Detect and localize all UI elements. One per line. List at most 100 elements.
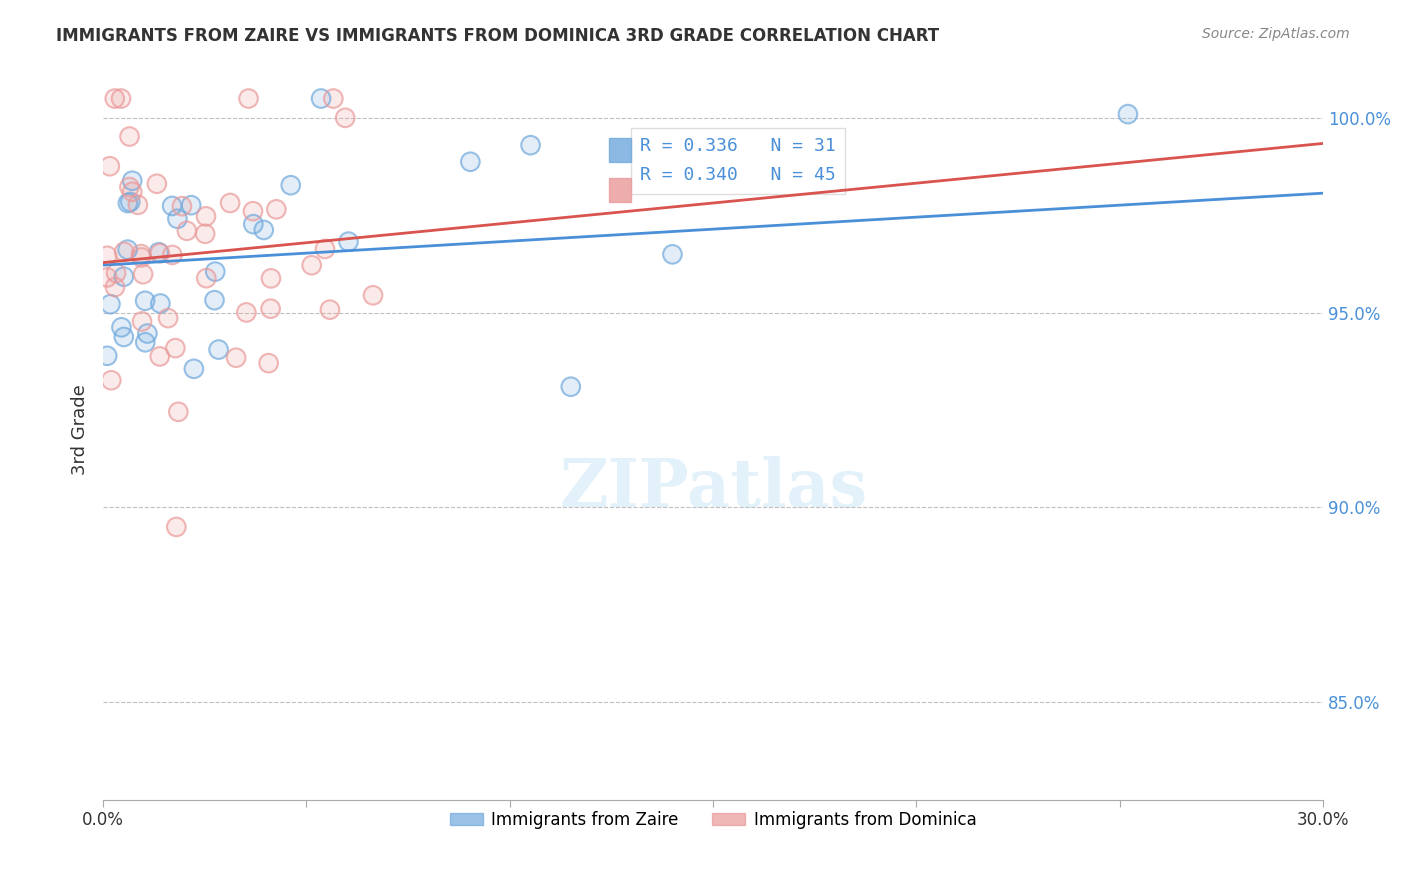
Point xyxy=(259,301,281,316)
Point xyxy=(96,249,118,263)
Point xyxy=(204,265,226,279)
Point xyxy=(183,361,205,376)
Point xyxy=(176,224,198,238)
Text: R = 0.336   N = 31
R = 0.340   N = 45: R = 0.336 N = 31 R = 0.340 N = 45 xyxy=(640,137,835,185)
Point xyxy=(120,194,142,209)
Point xyxy=(183,361,205,376)
Point xyxy=(104,280,127,294)
Point xyxy=(96,270,118,285)
Point xyxy=(235,305,257,319)
Point xyxy=(165,520,187,534)
Point xyxy=(157,311,180,326)
Point xyxy=(242,204,264,219)
Point xyxy=(149,350,172,364)
Point xyxy=(238,91,260,105)
Point xyxy=(127,198,149,212)
Point xyxy=(96,349,118,363)
Point xyxy=(519,138,541,153)
Point xyxy=(165,341,187,355)
Point xyxy=(149,296,172,310)
Point xyxy=(98,159,121,173)
Point xyxy=(309,91,332,105)
Point xyxy=(136,326,159,341)
Point xyxy=(322,91,344,105)
Point xyxy=(162,248,184,262)
Point xyxy=(134,335,156,350)
Point xyxy=(225,351,247,365)
Point xyxy=(242,204,264,219)
Point xyxy=(204,293,226,308)
Point xyxy=(361,288,384,302)
Point xyxy=(160,199,183,213)
Point xyxy=(335,111,357,125)
Point xyxy=(104,280,127,294)
Bar xyxy=(609,178,631,202)
Point xyxy=(166,211,188,226)
Y-axis label: 3rd Grade: 3rd Grade xyxy=(72,384,89,475)
Point xyxy=(100,297,122,311)
Point xyxy=(219,196,242,211)
Point xyxy=(266,202,288,217)
Point xyxy=(146,177,169,191)
Point xyxy=(204,293,226,308)
Point xyxy=(301,258,323,272)
Point xyxy=(110,320,132,334)
Point xyxy=(134,293,156,308)
Point xyxy=(127,198,149,212)
Point xyxy=(100,373,122,387)
Point xyxy=(132,267,155,281)
Point xyxy=(110,91,132,105)
Point xyxy=(180,198,202,212)
Point xyxy=(661,247,683,261)
Point xyxy=(117,196,139,211)
Point xyxy=(149,296,172,310)
Legend: Immigrants from Zaire, Immigrants from Dominica: Immigrants from Zaire, Immigrants from D… xyxy=(443,805,983,836)
Point xyxy=(337,235,360,249)
Point xyxy=(121,174,143,188)
Point xyxy=(98,159,121,173)
Point xyxy=(335,111,357,125)
Point xyxy=(195,210,218,224)
Point xyxy=(100,373,122,387)
Bar xyxy=(609,138,631,161)
Point xyxy=(235,305,257,319)
Point xyxy=(194,227,217,241)
Point xyxy=(118,129,141,144)
Point xyxy=(134,293,156,308)
Point xyxy=(319,302,342,317)
Point xyxy=(560,380,582,394)
Point xyxy=(105,266,128,280)
Text: ZIPatlas: ZIPatlas xyxy=(560,456,868,521)
Point xyxy=(280,178,302,193)
Point xyxy=(149,246,172,260)
Point xyxy=(260,271,283,285)
Point xyxy=(1116,107,1139,121)
Point xyxy=(131,314,153,328)
Point xyxy=(219,196,242,211)
Point xyxy=(121,185,143,199)
Point xyxy=(110,91,132,105)
Point xyxy=(120,194,142,209)
Point xyxy=(204,265,226,279)
Point xyxy=(112,330,135,344)
Point xyxy=(259,301,281,316)
Point xyxy=(157,311,180,326)
Point xyxy=(112,330,135,344)
Point xyxy=(117,243,139,257)
Point xyxy=(129,247,152,261)
Point xyxy=(1116,107,1139,121)
Point xyxy=(314,242,336,256)
Point xyxy=(146,177,169,191)
Point xyxy=(319,302,342,317)
Point xyxy=(242,217,264,231)
Point xyxy=(460,154,482,169)
Point xyxy=(165,520,187,534)
Point xyxy=(238,91,260,105)
Point xyxy=(260,271,283,285)
Point xyxy=(110,320,132,334)
Point xyxy=(148,245,170,260)
Point xyxy=(170,199,193,213)
Point xyxy=(104,91,127,105)
Point xyxy=(100,297,122,311)
Point xyxy=(96,270,118,285)
